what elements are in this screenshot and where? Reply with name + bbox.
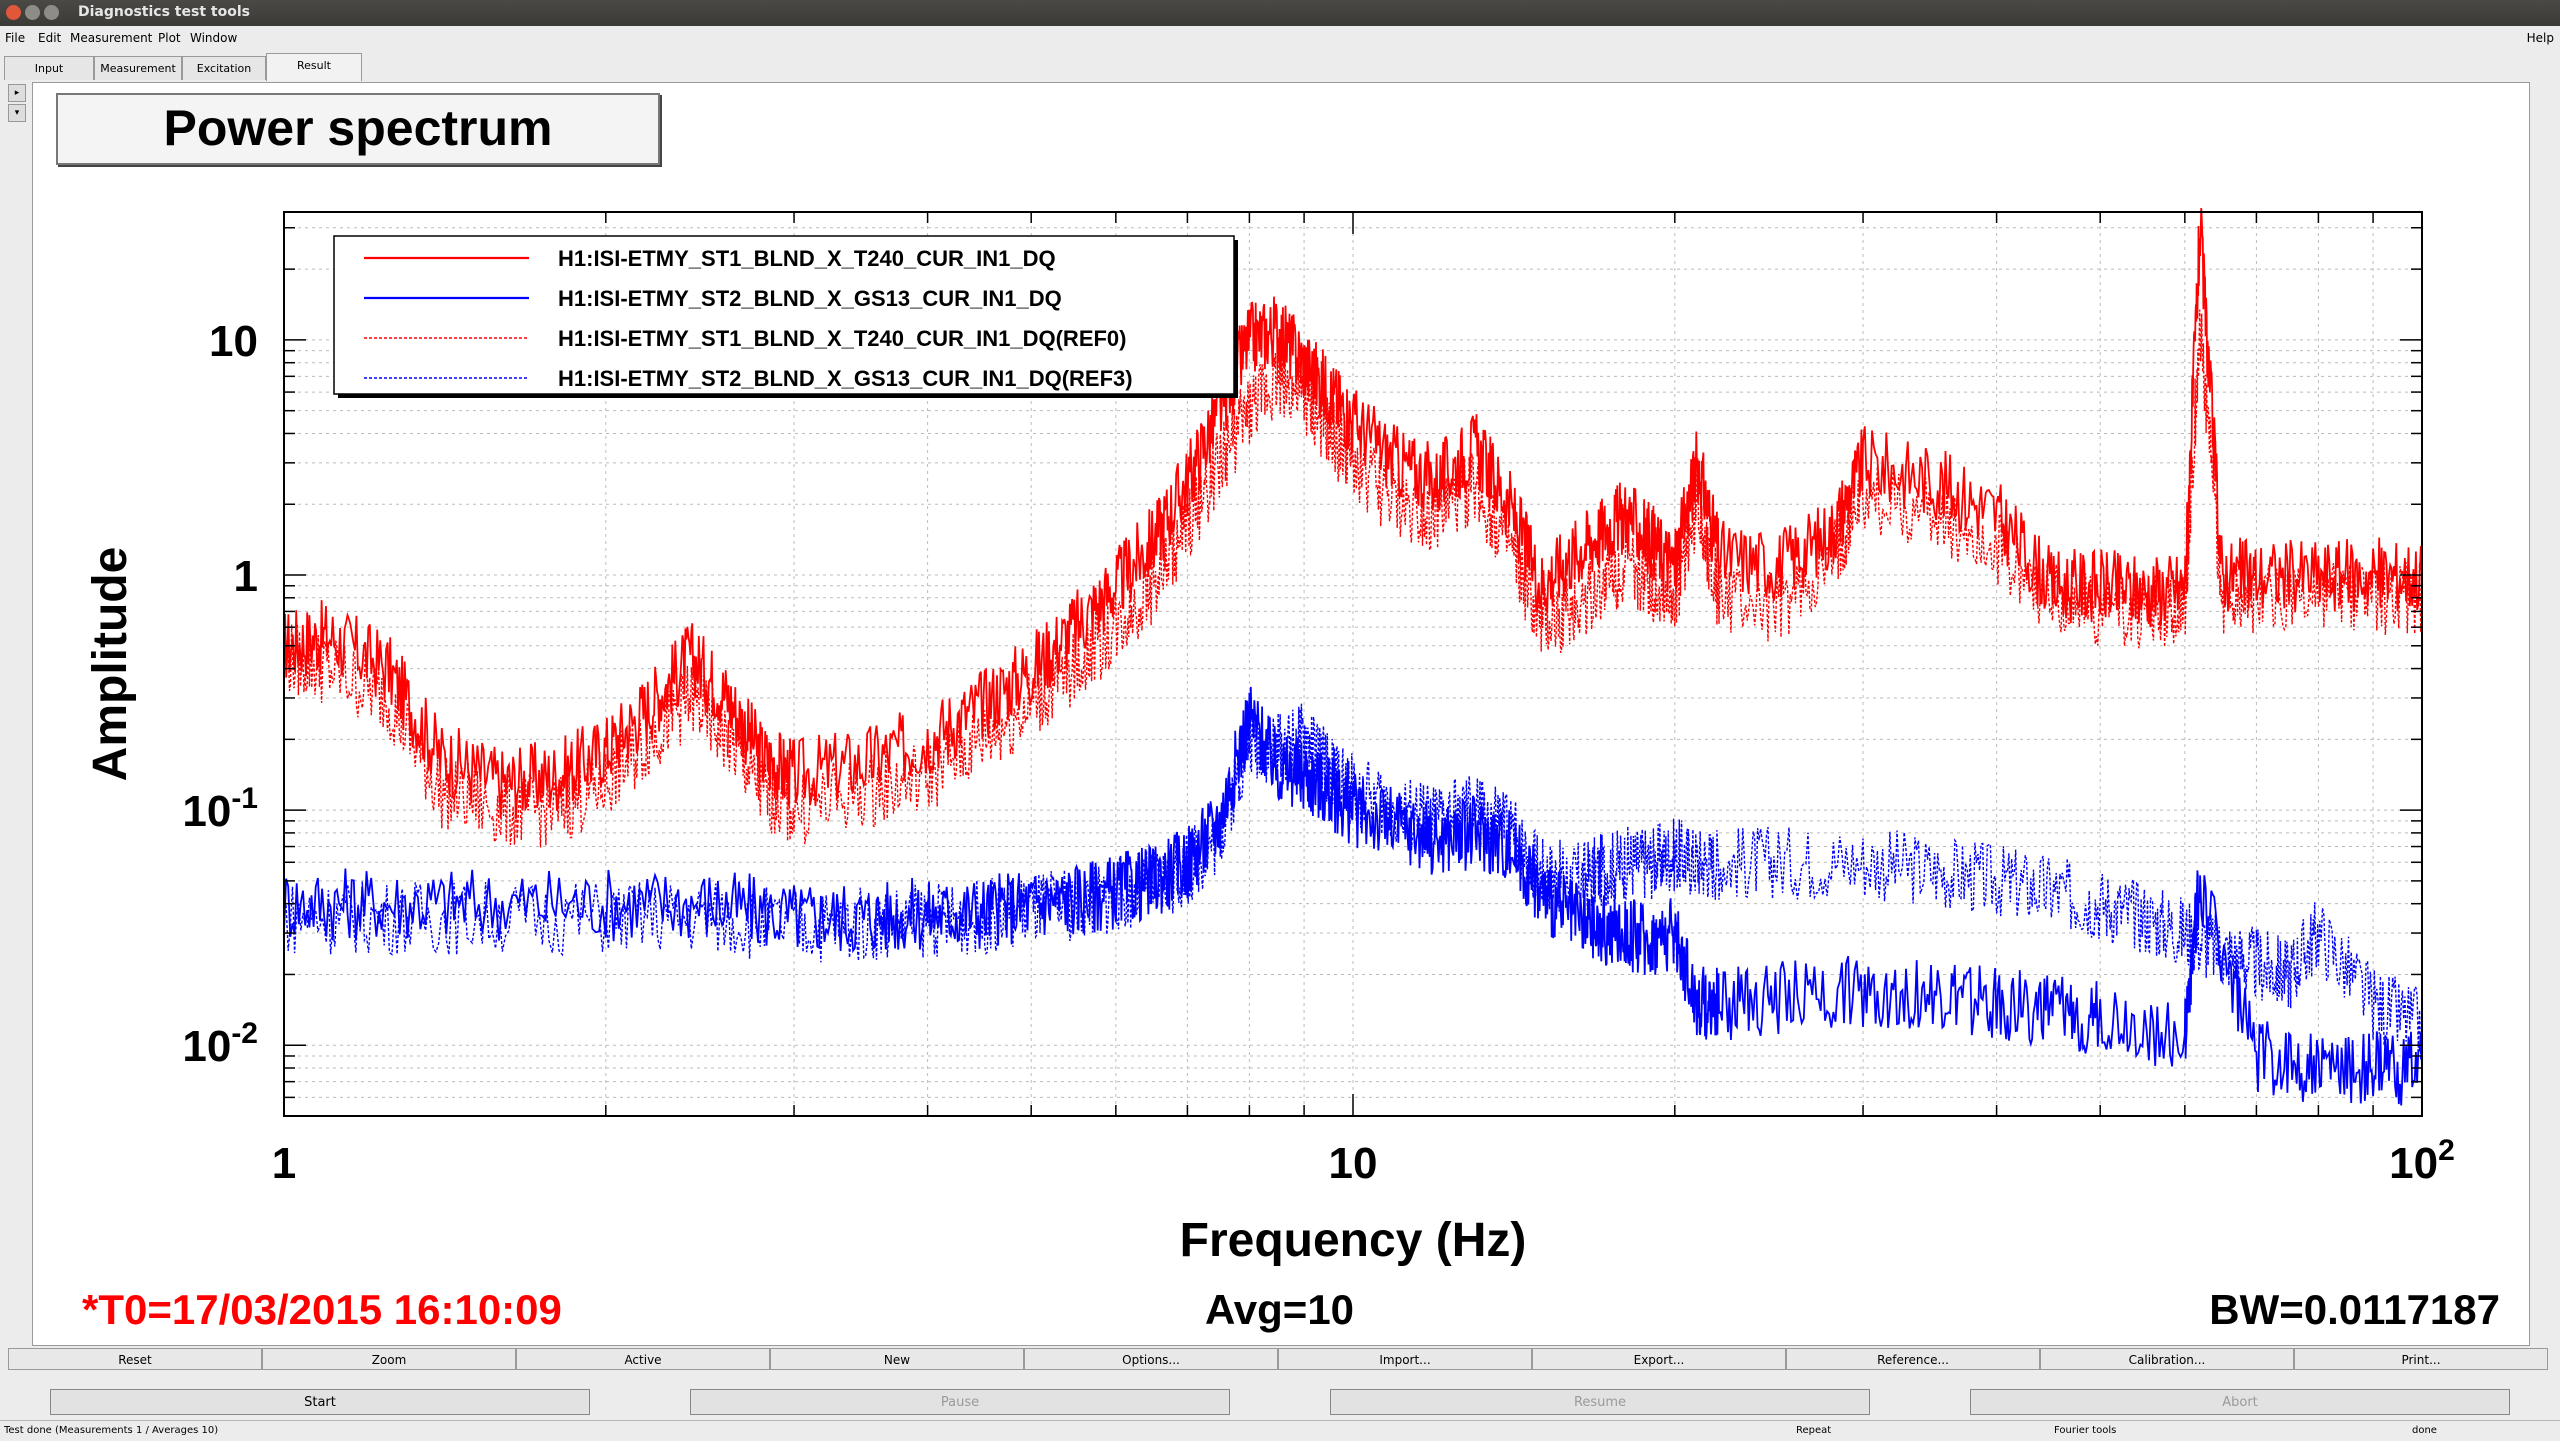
scroll-right-icon[interactable]: ▸: [8, 84, 26, 102]
series-line-3: [283, 703, 2423, 1060]
y-axis-label: Amplitude: [84, 547, 137, 782]
series-line-0: [283, 208, 2423, 819]
menu-file[interactable]: File: [5, 31, 26, 45]
menu-edit[interactable]: Edit: [38, 31, 62, 45]
status-state: done: [2412, 1425, 2437, 1436]
new-button[interactable]: New: [770, 1348, 1024, 1370]
tab-measurement[interactable]: Measurement: [94, 56, 182, 80]
scroll-down-icon[interactable]: ▾: [8, 104, 26, 122]
reference-button[interactable]: Reference...: [1786, 1348, 2040, 1370]
series-line-1: [283, 686, 2423, 1106]
x-axis-label: Frequency (Hz): [1180, 1214, 1527, 1267]
pause-button[interactable]: Pause: [690, 1389, 1230, 1415]
window-titlebar: Diagnostics test tools: [0, 0, 2560, 26]
x-tick-label: 1: [272, 1139, 296, 1188]
plot-button-row: Reset Zoom Active New Options... Import.…: [8, 1348, 2554, 1372]
menu-measurement[interactable]: Measurement: [70, 31, 153, 45]
tab-result[interactable]: Result: [266, 53, 362, 81]
close-window-icon[interactable]: [6, 5, 21, 20]
t0-label: *T0=17/03/2015 16:10:09: [82, 1286, 562, 1333]
y-tick-label: 10: [209, 317, 258, 366]
y-tick-label: 10-2: [182, 1017, 258, 1071]
menu-plot[interactable]: Plot: [158, 31, 181, 45]
abort-button[interactable]: Abort: [1970, 1389, 2510, 1415]
export-button[interactable]: Export...: [1532, 1348, 1786, 1370]
maximize-window-icon[interactable]: [44, 5, 59, 20]
side-scroll-arrows: ▸ ▾: [8, 84, 26, 1344]
avg-label: Avg=10: [1205, 1286, 1355, 1333]
legend-label-3: H1:ISI-ETMY_ST2_BLND_X_GS13_CUR_IN1_DQ(R…: [558, 366, 1133, 391]
status-mode: Repeat: [1796, 1425, 1832, 1436]
tab-bar: Input Measurement Excitation Result: [0, 52, 2560, 82]
plot-title: Power spectrum: [56, 93, 660, 165]
menu-help[interactable]: Help: [2526, 31, 2554, 45]
legend-label-1: H1:ISI-ETMY_ST2_BLND_X_GS13_CUR_IN1_DQ: [558, 286, 1062, 311]
import-button[interactable]: Import...: [1278, 1348, 1532, 1370]
menu-window[interactable]: Window: [190, 31, 238, 45]
active-button[interactable]: Active: [516, 1348, 770, 1370]
minimize-window-icon[interactable]: [25, 5, 40, 20]
tab-input[interactable]: Input: [4, 56, 94, 80]
options-button[interactable]: Options...: [1024, 1348, 1278, 1370]
zoom-button[interactable]: Zoom: [262, 1348, 516, 1370]
x-tick-label: 10: [1329, 1139, 1378, 1188]
legend-label-0: H1:ISI-ETMY_ST1_BLND_X_T240_CUR_IN1_DQ: [558, 246, 1056, 271]
power-spectrum-chart[interactable]: 1 10 102 10-2 10-1 1 10 Frequency (Hz) Amplitude…: [0, 0, 2560, 1300]
legend-box: [333, 235, 1235, 395]
legend-label-2: H1:ISI-ETMY_ST1_BLND_X_T240_CUR_IN1_DQ(R…: [558, 326, 1127, 351]
y-tick-label: 1: [234, 552, 258, 601]
series-line-2: [283, 309, 2423, 848]
status-tool: Fourier tools: [2054, 1425, 2117, 1436]
print-button[interactable]: Print...: [2294, 1348, 2548, 1370]
calibration-button[interactable]: Calibration...: [2040, 1348, 2294, 1370]
window-title: Diagnostics test tools: [78, 4, 250, 20]
reset-button[interactable]: Reset: [8, 1348, 262, 1370]
menubar: File Edit Measurement Plot Window Help: [0, 26, 2560, 50]
x-tick-label: 102: [2389, 1134, 2455, 1188]
y-tick-label: 10-1: [182, 782, 258, 836]
tab-excitation[interactable]: Excitation: [182, 56, 266, 80]
bandwidth-label: BW=0.0117187: [2209, 1286, 2500, 1333]
status-main: Test done (Measurements 1 / Averages 10): [4, 1425, 219, 1436]
start-button[interactable]: Start: [50, 1389, 590, 1415]
resume-button[interactable]: Resume: [1330, 1389, 1870, 1415]
status-bar: Test done (Measurements 1 / Averages 10)…: [0, 1420, 2560, 1441]
